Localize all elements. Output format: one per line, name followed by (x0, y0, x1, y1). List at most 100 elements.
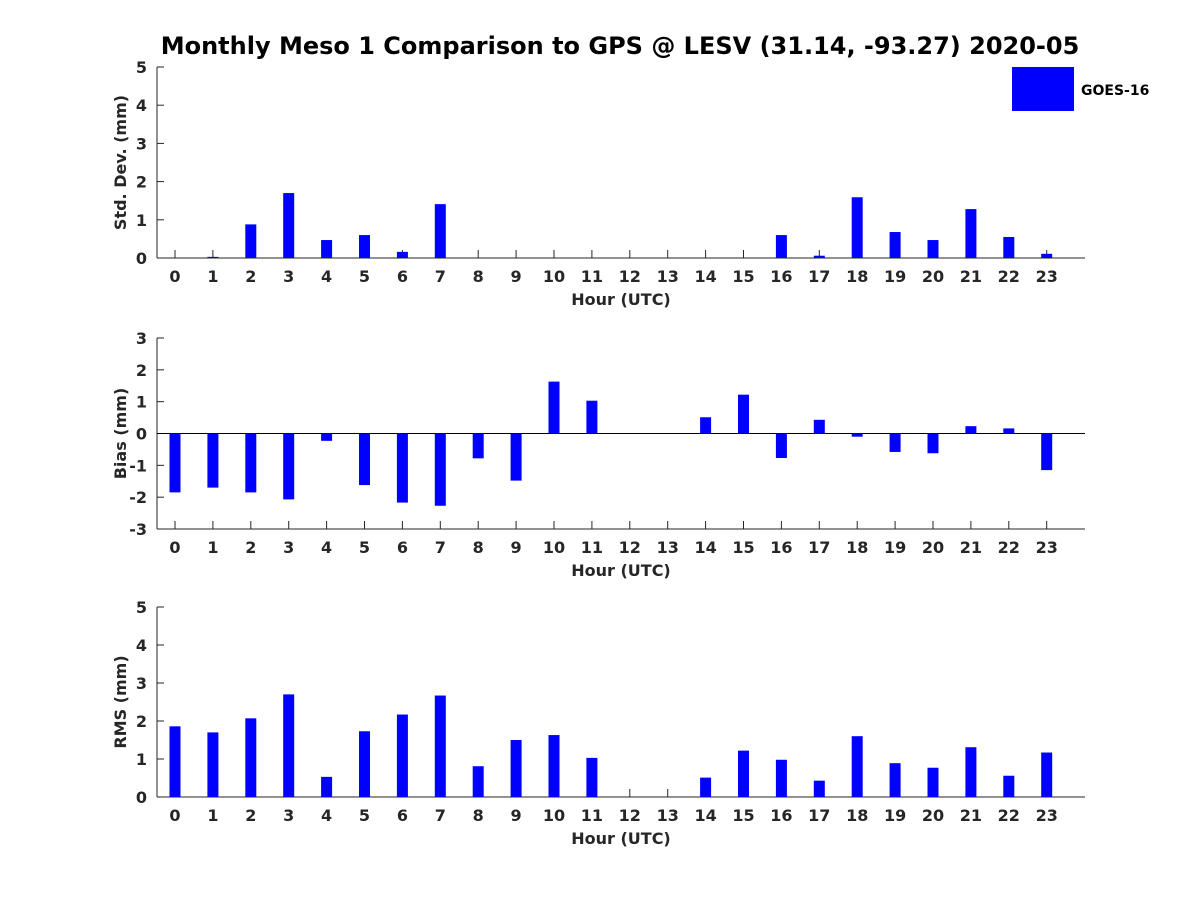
x-axis-label: Hour (UTC) (571, 290, 671, 309)
bar (472, 433, 484, 459)
x-tick-label: 21 (960, 267, 982, 286)
bar (434, 204, 446, 258)
bar (1003, 236, 1015, 258)
y-tick-label: 0 (136, 788, 147, 807)
x-tick-label: 2 (245, 806, 256, 825)
bar (586, 400, 598, 434)
x-tick-label: 9 (511, 806, 522, 825)
y-tick-label: 1 (136, 750, 147, 769)
bar (472, 766, 484, 797)
bar (586, 757, 598, 797)
x-tick-label: 11 (581, 538, 603, 557)
bar (775, 433, 787, 459)
bar (775, 759, 787, 797)
x-tick-label: 22 (998, 267, 1020, 286)
x-tick-label: 5 (359, 806, 370, 825)
y-tick-label: 2 (136, 712, 147, 731)
y-tick-label: 1 (136, 393, 147, 412)
x-tick-label: 0 (169, 538, 180, 557)
chart-title: Monthly Meso 1 Comparison to GPS @ LESV … (161, 32, 1080, 60)
x-tick-label: 15 (732, 267, 754, 286)
x-tick-label: 4 (321, 538, 332, 557)
x-tick-label: 20 (922, 267, 944, 286)
x-tick-label: 12 (619, 538, 641, 557)
y-tick-label: 0 (136, 425, 147, 444)
x-tick-label: 19 (884, 806, 906, 825)
bar (245, 433, 257, 493)
legend-label: GOES-16 (1081, 83, 1149, 99)
bar (965, 209, 977, 258)
x-tick-label: 21 (960, 538, 982, 557)
x-tick-label: 23 (1036, 267, 1058, 286)
bar (510, 433, 522, 481)
y-axis-label: RMS (mm) (111, 655, 130, 748)
x-tick-label: 16 (770, 806, 792, 825)
x-tick-label: 17 (808, 267, 830, 286)
y-tick-label: 3 (136, 329, 147, 348)
bar (510, 740, 522, 797)
bar (207, 732, 219, 797)
x-tick-label: 8 (473, 538, 484, 557)
bar (169, 726, 181, 797)
bar (283, 193, 295, 258)
y-tick-label: -3 (129, 520, 147, 539)
bar (775, 235, 787, 258)
bar (813, 419, 825, 434)
x-tick-label: 0 (169, 267, 180, 286)
x-tick-label: 18 (846, 806, 868, 825)
x-tick-label: 14 (694, 267, 716, 286)
legend-swatch (1012, 67, 1074, 111)
x-tick-label: 8 (473, 806, 484, 825)
x-tick-label: 19 (884, 538, 906, 557)
x-tick-label: 4 (321, 806, 332, 825)
x-tick-label: 14 (694, 538, 716, 557)
x-tick-label: 2 (245, 538, 256, 557)
bar (965, 747, 977, 797)
x-tick-label: 10 (543, 538, 565, 557)
legend: GOES-16 (1012, 67, 1149, 111)
x-tick-label: 16 (770, 267, 792, 286)
x-tick-label: 19 (884, 267, 906, 286)
x-tick-label: 9 (511, 267, 522, 286)
bar (1041, 253, 1053, 258)
bar (927, 240, 939, 258)
x-tick-label: 18 (846, 267, 868, 286)
bar (283, 433, 295, 500)
bar (889, 232, 901, 258)
bar (396, 251, 408, 258)
bar (889, 433, 901, 452)
x-tick-label: 8 (473, 267, 484, 286)
bar (813, 780, 825, 797)
y-tick-label: 3 (136, 674, 147, 693)
x-tick-label: 22 (998, 806, 1020, 825)
bar (965, 426, 977, 434)
bar (359, 731, 370, 797)
bar (813, 255, 825, 258)
x-tick-label: 3 (283, 267, 294, 286)
y-tick-label: 2 (136, 173, 147, 192)
bar (700, 777, 712, 797)
bar (1003, 428, 1015, 434)
x-tick-label: 4 (321, 267, 332, 286)
x-tick-label: 17 (808, 538, 830, 557)
bar (169, 433, 181, 493)
y-axis-label: Std. Dev. (mm) (111, 95, 130, 230)
bar (321, 433, 333, 441)
x-tick-label: 7 (435, 538, 446, 557)
bar (396, 714, 408, 797)
bar (359, 235, 370, 258)
x-tick-label: 9 (511, 538, 522, 557)
y-tick-label: 5 (136, 598, 147, 617)
x-tick-label: 10 (543, 267, 565, 286)
x-tick-label: 1 (207, 806, 218, 825)
bar (283, 694, 295, 797)
y-tick-label: -2 (129, 488, 147, 507)
x-axis-label: Hour (UTC) (571, 829, 671, 848)
x-tick-label: 11 (581, 267, 603, 286)
bar (1041, 752, 1053, 797)
bar (548, 381, 560, 434)
x-tick-label: 15 (732, 538, 754, 557)
